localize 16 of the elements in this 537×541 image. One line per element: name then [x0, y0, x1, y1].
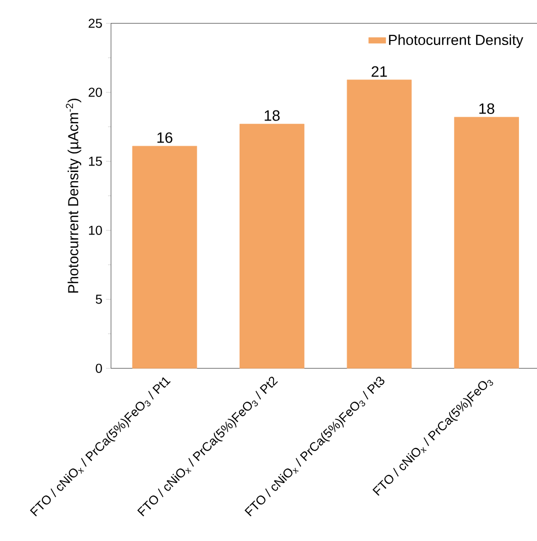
data-label: 16	[157, 132, 172, 143]
y-axis-title: Photocurrent Density (µAcm$^{-2}$)	[66, 98, 82, 293]
data-label: 21	[372, 66, 387, 77]
bar	[240, 124, 304, 368]
y-tick-label: 0	[96, 364, 102, 373]
y-tick-label: 20	[88, 88, 102, 97]
bar	[346, 80, 412, 368]
y-tick-label: 10	[89, 226, 102, 235]
y-tick-label: 15	[89, 156, 102, 166]
bar	[454, 116, 519, 368]
y-tick-label: 25	[88, 18, 102, 28]
legend-label: Photocurrent Density	[389, 34, 524, 48]
bar	[132, 146, 198, 368]
data-label: 18	[264, 110, 280, 121]
y-tick-label: 5	[96, 294, 102, 304]
data-label: 18	[479, 103, 494, 114]
